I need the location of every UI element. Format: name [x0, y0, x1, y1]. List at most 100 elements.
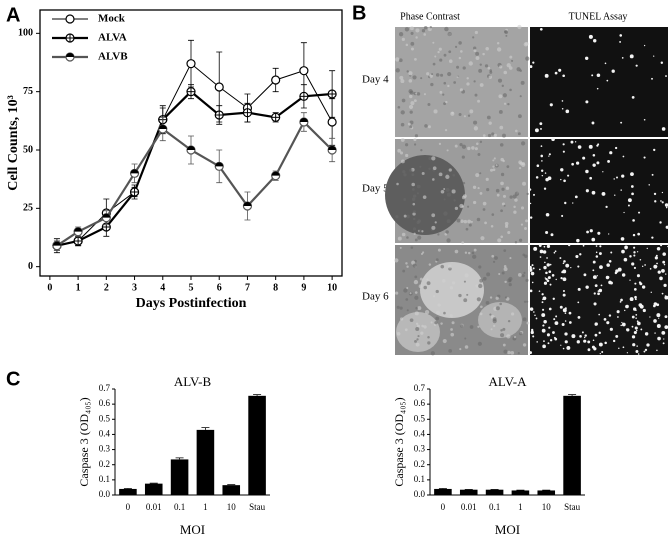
- cell-texture: [399, 306, 403, 310]
- cell-texture: [492, 165, 495, 168]
- cell-texture: [489, 313, 492, 316]
- cell-texture: [407, 122, 411, 126]
- apoptotic-dot: [585, 285, 589, 289]
- x-tick-label: 1: [518, 502, 523, 512]
- cell-texture: [442, 279, 446, 283]
- y-tick-label: 0.0: [99, 489, 111, 499]
- apoptotic-dot: [637, 353, 640, 355]
- x-tick-label: 9: [301, 282, 306, 293]
- apoptotic-dot: [533, 193, 535, 196]
- apoptotic-dot: [662, 252, 666, 256]
- cell-texture: [519, 69, 522, 72]
- apoptotic-dot: [620, 298, 623, 302]
- apoptotic-dot: [604, 341, 607, 345]
- marker-half: [328, 146, 337, 150]
- apoptotic-dot: [532, 61, 535, 64]
- cell-texture: [470, 220, 473, 223]
- cell-texture: [467, 114, 471, 117]
- apoptotic-dot: [554, 71, 558, 75]
- cell-texture: [498, 272, 501, 276]
- cell-texture: [504, 224, 509, 228]
- cell-texture: [422, 251, 425, 254]
- apoptotic-dot: [632, 233, 636, 237]
- cell-texture: [443, 211, 448, 216]
- apoptotic-dot: [608, 280, 612, 285]
- apoptotic-dot: [560, 178, 562, 181]
- cell-texture: [421, 230, 424, 233]
- apoptotic-dot: [661, 330, 666, 335]
- apoptotic-dot: [660, 244, 663, 247]
- apoptotic-dot: [582, 156, 586, 160]
- cell-texture: [520, 206, 525, 210]
- cell-texture: [479, 278, 484, 283]
- marker: [101, 213, 111, 223]
- apoptotic-dot: [601, 192, 606, 196]
- x-tick-label: 0: [47, 282, 52, 293]
- cell-texture: [448, 348, 453, 353]
- bar: [248, 395, 266, 495]
- apoptotic-dot: [598, 313, 600, 316]
- cell-texture: [500, 209, 503, 213]
- cell-texture: [446, 192, 451, 197]
- marker-half: [130, 169, 139, 174]
- cell-texture: [509, 55, 513, 59]
- cell-texture: [489, 69, 493, 72]
- cell-texture: [409, 292, 412, 295]
- cell-texture: [447, 84, 450, 88]
- cell-texture: [413, 232, 416, 235]
- cell-texture: [514, 241, 518, 244]
- apoptotic-dot: [599, 265, 603, 270]
- cell-texture: [400, 110, 405, 115]
- cell-texture: [414, 238, 418, 242]
- y-tick-label: 0.1: [99, 474, 110, 484]
- apoptotic-dot: [653, 192, 657, 196]
- cell-texture: [433, 109, 438, 114]
- cell-texture: [439, 90, 443, 94]
- cell-texture: [414, 339, 417, 343]
- apoptotic-dot: [528, 265, 532, 269]
- apoptotic-dot: [609, 327, 613, 331]
- cell-texture: [443, 53, 447, 57]
- cell-texture: [468, 223, 472, 227]
- apoptotic-dot: [598, 288, 603, 293]
- y-tick-label: 0.7: [414, 383, 426, 393]
- cell-texture: [522, 181, 527, 186]
- apoptotic-dot: [601, 350, 604, 353]
- cell-texture: [461, 144, 467, 149]
- cell-texture: [486, 272, 491, 277]
- cell-texture: [497, 78, 503, 83]
- marker-body: [186, 59, 196, 69]
- apoptotic-dot: [631, 325, 634, 328]
- apoptotic-dot: [582, 244, 585, 247]
- cell-texture: [459, 348, 462, 351]
- apoptotic-dot: [591, 74, 594, 77]
- cell-texture: [499, 302, 502, 306]
- apoptotic-dot: [635, 314, 638, 316]
- apoptotic-dot: [637, 232, 641, 236]
- apoptotic-dot: [542, 344, 546, 349]
- plaque: [420, 262, 484, 318]
- cell-texture: [499, 125, 504, 130]
- cell-texture: [485, 47, 489, 51]
- cell-texture: [519, 95, 522, 98]
- cell-texture: [446, 238, 451, 243]
- apoptotic-dot: [643, 44, 646, 47]
- bar: [434, 488, 452, 495]
- cell-texture: [489, 70, 493, 74]
- column-header: TUNEL Assay: [569, 11, 628, 22]
- cell-texture: [510, 59, 514, 62]
- apoptotic-dot: [643, 118, 646, 121]
- marker-half: [66, 53, 74, 57]
- apoptotic-dot: [572, 202, 574, 204]
- cell-texture: [492, 317, 497, 322]
- x-tick-label: Stau: [249, 502, 266, 512]
- cell-texture: [501, 271, 505, 275]
- apoptotic-dot: [662, 260, 666, 264]
- apoptotic-dot: [648, 184, 650, 186]
- cell-texture: [437, 248, 441, 252]
- apoptotic-dot: [603, 318, 607, 321]
- apoptotic-dot: [562, 293, 566, 297]
- cell-texture: [454, 206, 459, 211]
- apoptotic-dot: [661, 201, 664, 204]
- cell-texture: [397, 148, 401, 153]
